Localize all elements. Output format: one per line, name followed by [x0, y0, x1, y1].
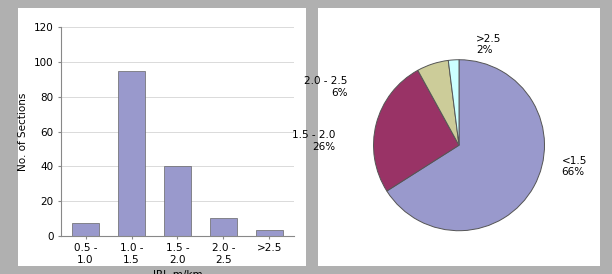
Y-axis label: No. of Sections: No. of Sections: [18, 92, 28, 171]
X-axis label: IRI, m/km: IRI, m/km: [152, 270, 203, 274]
Text: <1.5
66%: <1.5 66%: [562, 156, 587, 177]
Wedge shape: [387, 60, 545, 231]
Wedge shape: [373, 70, 459, 191]
Bar: [72, 224, 99, 236]
Text: 1.5 - 2.0
26%: 1.5 - 2.0 26%: [292, 130, 335, 152]
Text: >2.5
2%: >2.5 2%: [476, 33, 501, 55]
Wedge shape: [418, 60, 459, 145]
Bar: [210, 218, 237, 236]
Text: 2.0 - 2.5
6%: 2.0 - 2.5 6%: [305, 76, 348, 98]
Bar: [256, 230, 283, 236]
Bar: [163, 166, 192, 236]
Bar: [118, 71, 145, 236]
Wedge shape: [448, 60, 459, 145]
